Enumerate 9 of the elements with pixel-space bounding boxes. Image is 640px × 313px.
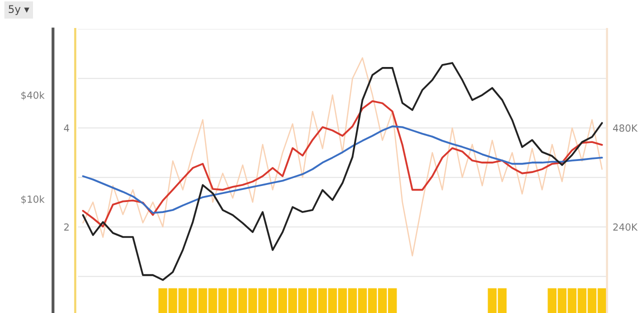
y-tick-label: 4 [64,124,70,132]
y3-tick-label: 480K [613,124,638,132]
line-series [82,125,603,214]
text: 5y ▾ [8,5,30,16]
y2-tick-label: $40k [21,91,45,100]
y-tick-label: 2 [64,223,69,231]
y2-tick-label: $10k [21,195,45,204]
line-series [82,100,603,228]
y3-tick-label: 240K [613,223,638,231]
